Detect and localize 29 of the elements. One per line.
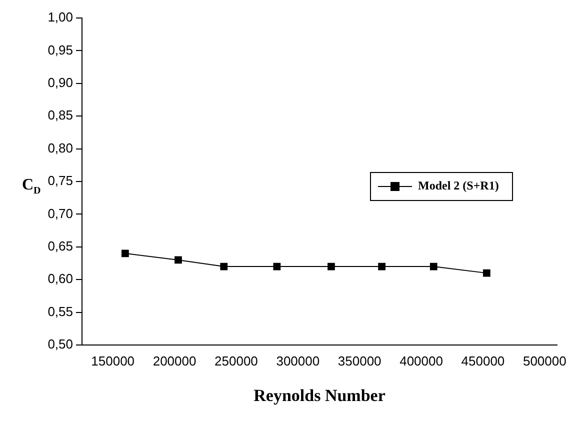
point [220, 262, 228, 270]
x-axis-title: Reynolds Number [254, 386, 386, 406]
x-tick-label: 500000 [522, 353, 566, 368]
point [122, 250, 129, 258]
point [273, 262, 281, 270]
point [328, 262, 335, 270]
y-tick-label: 0,60 [48, 271, 73, 286]
x-tick-label: 250000 [214, 353, 258, 368]
x-tick-label: 400000 [400, 353, 443, 368]
x-tick-label: 350000 [338, 353, 382, 368]
y-tick-label: 0,95 [48, 42, 73, 58]
x-tick-label: 200000 [152, 353, 196, 368]
legend-label: Model 2 (S+R1) [418, 178, 499, 193]
point [482, 269, 490, 277]
x-tick-label: 150000 [91, 353, 135, 368]
y-tick-label: 1,00 [48, 10, 73, 25]
point [430, 262, 438, 270]
point [378, 262, 386, 270]
y-tick-label: 0,80 [48, 140, 73, 156]
y-tick-label: 0,90 [48, 74, 73, 90]
y-tick-label: 0,50 [48, 336, 73, 352]
point [174, 256, 182, 264]
x-tick-label: 450000 [461, 353, 505, 368]
x-tick-label: 300000 [276, 353, 320, 368]
y-tick-label: 0,85 [48, 108, 73, 123]
y-tick-label: 0,75 [48, 173, 73, 188]
y-tick-label: 0,65 [48, 238, 73, 254]
y-tick-label: 0,55 [48, 304, 73, 319]
y-tick-label: 0,70 [48, 206, 73, 221]
